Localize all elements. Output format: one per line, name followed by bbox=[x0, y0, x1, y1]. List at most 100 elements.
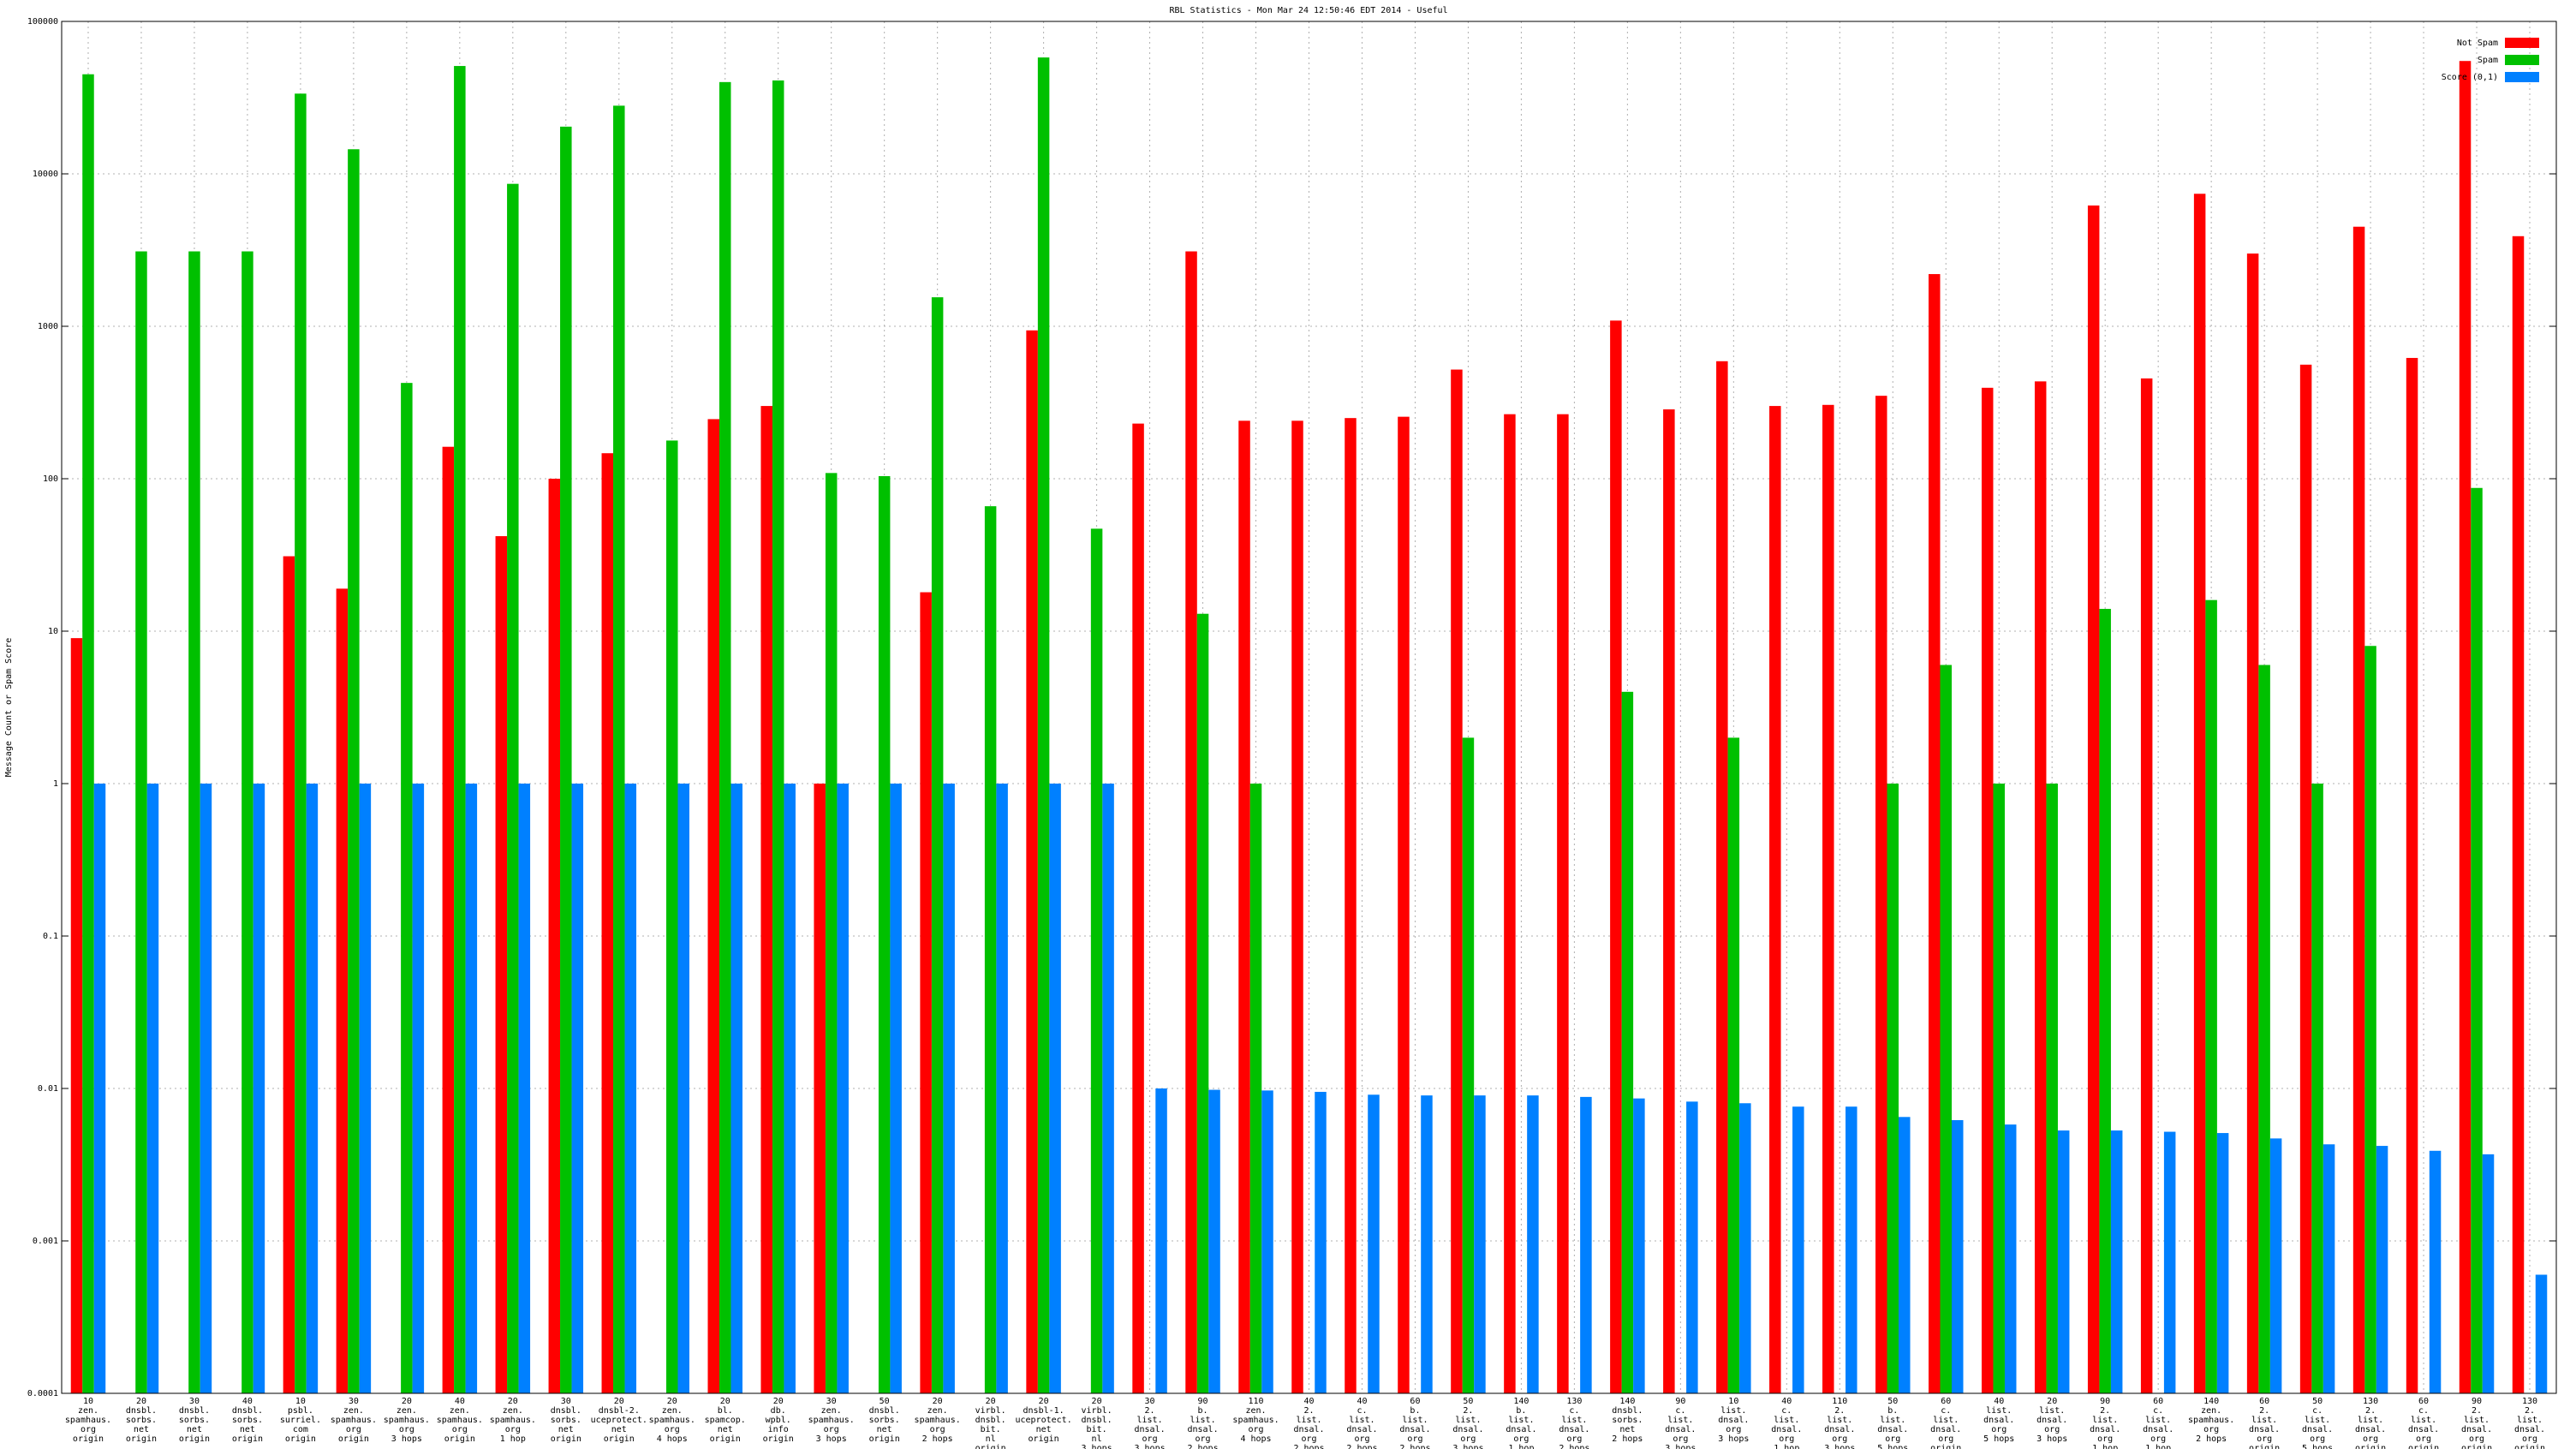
x-tick-label-line: list. bbox=[1933, 1416, 1959, 1425]
x-tick-label-line: dnsal. bbox=[1983, 1416, 2014, 1425]
bar bbox=[1899, 1117, 1911, 1393]
bar bbox=[2535, 1274, 2548, 1393]
x-tick-label-line: 60 bbox=[2418, 1397, 2429, 1406]
x-tick-label: 20 virbl. dnsbl. bit. nl origin bbox=[975, 1397, 1006, 1449]
bar bbox=[1792, 1106, 1804, 1393]
x-tick-label-line: dnsbl-1. bbox=[1023, 1406, 1064, 1416]
x-tick-label-line: zen. bbox=[503, 1406, 523, 1416]
legend-label: Score (0,1) bbox=[2442, 73, 2498, 82]
bar bbox=[1769, 406, 1781, 1394]
y-tick-label: 10000 bbox=[33, 170, 58, 179]
bar bbox=[943, 784, 955, 1393]
bar bbox=[2323, 1144, 2335, 1393]
bar bbox=[1716, 361, 1728, 1393]
x-tick-label-line: origin bbox=[2461, 1444, 2492, 1449]
x-tick-label-line: 20 bbox=[1039, 1397, 1049, 1406]
x-tick-label-line: 2 hops bbox=[1612, 1434, 1643, 1444]
x-tick-label: 60 2. list. dnsal. org origin bbox=[2249, 1397, 2280, 1449]
bar bbox=[1090, 528, 1103, 1393]
x-tick-label-line: 2 hops bbox=[1187, 1444, 1218, 1449]
x-tick-label: 20 zen. spamhaus. org 1 hop bbox=[490, 1397, 536, 1444]
x-tick-label-line: org bbox=[2469, 1434, 2484, 1444]
x-tick-label: 20 dnsbl-1. uceprotect. net origin bbox=[1015, 1397, 1071, 1444]
bar bbox=[1981, 387, 1994, 1394]
plot-frame bbox=[61, 21, 2557, 1394]
x-tick-label-line: list. bbox=[1986, 1406, 2012, 1416]
x-tick-label-line: origin bbox=[285, 1434, 316, 1444]
x-tick-label-line: 2. bbox=[1303, 1406, 1314, 1416]
bar bbox=[2406, 357, 2418, 1393]
x-tick-label-line: org bbox=[1142, 1434, 1158, 1444]
bar bbox=[784, 784, 796, 1393]
x-tick-label-line: spamcop. bbox=[705, 1416, 746, 1425]
x-tick-label-line: org bbox=[2097, 1434, 2113, 1444]
bar bbox=[359, 784, 372, 1393]
x-tick-label-line: 3 hops bbox=[816, 1434, 847, 1444]
x-tick-label-line: 1 hop bbox=[2145, 1444, 2171, 1449]
x-tick-label-line: list. bbox=[1349, 1416, 1374, 1425]
x-tick-label: 10 zen. spamhaus. org origin bbox=[65, 1397, 111, 1444]
x-tick-label: 50 2. list. dnsal. org 3 hops bbox=[1452, 1397, 1483, 1449]
y-tick-label: 0.001 bbox=[33, 1237, 58, 1246]
x-tick-label-line: dnsal. bbox=[1824, 1425, 1855, 1434]
x-tick-label-line: origin bbox=[232, 1434, 263, 1444]
bar bbox=[242, 251, 253, 1394]
bar bbox=[2110, 1130, 2123, 1393]
x-tick-label-line: 50 bbox=[1463, 1397, 1473, 1406]
x-tick-label: 90 c. list. dnsal. org 3 hops bbox=[1665, 1397, 1696, 1449]
bar bbox=[1557, 414, 1569, 1393]
x-tick-label-line: 40 bbox=[242, 1397, 253, 1406]
x-tick-label-line: org bbox=[2310, 1434, 2325, 1444]
x-tick-label: 20 dnsbl. sorbs. net origin bbox=[126, 1397, 157, 1444]
x-tick-label: 40 2. list. dnsal. org 2 hops bbox=[1293, 1397, 1324, 1449]
x-tick-label-line: net bbox=[1619, 1425, 1635, 1434]
bar bbox=[336, 588, 349, 1393]
x-tick-label-line: dnsbl. bbox=[179, 1406, 210, 1416]
x-tick-label-line: org bbox=[1726, 1425, 1741, 1434]
x-tick-label-line: 60 bbox=[1941, 1397, 1951, 1406]
x-tick-label-line: sorbs. bbox=[179, 1416, 210, 1425]
x-tick-label: 130 2. list. dnsal. org origin bbox=[2514, 1397, 2545, 1449]
x-tick-label-line: sorbs. bbox=[551, 1416, 581, 1425]
legend-swatch bbox=[2505, 55, 2539, 65]
x-tick-label: 30 2. list. dnsal. org 3 hops bbox=[1135, 1397, 1166, 1449]
x-tick-label-line: dnsal. bbox=[1665, 1425, 1696, 1434]
bar bbox=[1887, 784, 1899, 1393]
x-tick-label-line: 130 bbox=[1566, 1397, 1582, 1406]
bar bbox=[1504, 414, 1516, 1393]
x-tick-label-line: list. bbox=[1508, 1416, 1534, 1425]
x-tick-label-line: 3 hops bbox=[1824, 1444, 1855, 1449]
y-tick-label: 0.1 bbox=[43, 932, 58, 941]
x-tick-label-line: org bbox=[2150, 1434, 2166, 1444]
x-tick-label-line: origin bbox=[2514, 1444, 2545, 1449]
x-tick-label-line: origin bbox=[604, 1434, 635, 1444]
bar bbox=[825, 473, 838, 1393]
x-tick-label-line: org bbox=[1938, 1434, 1953, 1444]
y-tick-label: 1000 bbox=[38, 322, 58, 331]
bar bbox=[1421, 1095, 1433, 1393]
x-tick-label-line: dnsbl. bbox=[232, 1406, 263, 1416]
x-tick-label-line: dnsal. bbox=[2514, 1425, 2545, 1434]
x-tick-label-line: dnsal. bbox=[1399, 1425, 1430, 1434]
x-tick-label-line: b. bbox=[1516, 1406, 1526, 1416]
bar bbox=[454, 66, 466, 1394]
x-tick-label-line: org bbox=[2044, 1425, 2060, 1434]
bar bbox=[601, 453, 614, 1393]
x-tick-label-line: net bbox=[558, 1425, 574, 1434]
bar bbox=[295, 93, 307, 1393]
x-tick-label-line: 3 hops bbox=[1665, 1444, 1696, 1449]
x-tick-label-line: nl bbox=[1092, 1434, 1102, 1444]
x-tick-label-line: spamhaus. bbox=[331, 1416, 377, 1425]
x-tick-label-line: 40 bbox=[455, 1397, 465, 1406]
x-tick-label-line: spamhaus. bbox=[2188, 1416, 2234, 1425]
x-tick-label-line: 4 hops bbox=[1240, 1434, 1271, 1444]
bar bbox=[2269, 1138, 2282, 1393]
x-tick-label-line: dnsbl. bbox=[1082, 1416, 1112, 1425]
x-tick-label-line: c. bbox=[1569, 1406, 1579, 1416]
x-tick-label-line: spamhaus. bbox=[1232, 1416, 1279, 1425]
x-tick-label-line: zen. bbox=[397, 1406, 417, 1416]
bar bbox=[1345, 418, 1357, 1393]
bar bbox=[2046, 784, 2058, 1393]
bar bbox=[2352, 226, 2365, 1394]
x-tick-label-line: org bbox=[346, 1425, 361, 1434]
